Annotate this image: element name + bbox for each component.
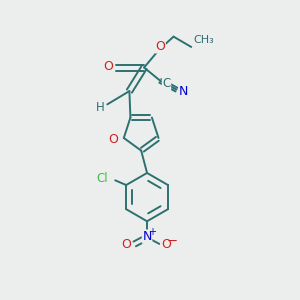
Text: N: N [142,230,152,243]
Text: O: O [121,238,131,251]
Text: CH₃: CH₃ [194,34,214,45]
Text: O: O [155,40,165,53]
Text: N: N [179,85,188,98]
Text: Cl: Cl [97,172,109,185]
Text: H: H [96,101,105,114]
Text: O: O [109,133,118,146]
Text: +: + [148,227,156,237]
Text: O: O [161,238,171,251]
Text: O: O [103,61,113,74]
Text: C: C [162,77,171,90]
Text: −: − [166,235,177,248]
